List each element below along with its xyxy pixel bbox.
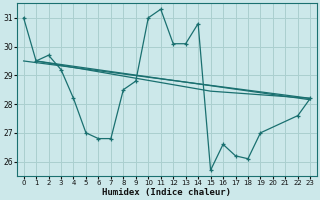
X-axis label: Humidex (Indice chaleur): Humidex (Indice chaleur) <box>102 188 231 197</box>
